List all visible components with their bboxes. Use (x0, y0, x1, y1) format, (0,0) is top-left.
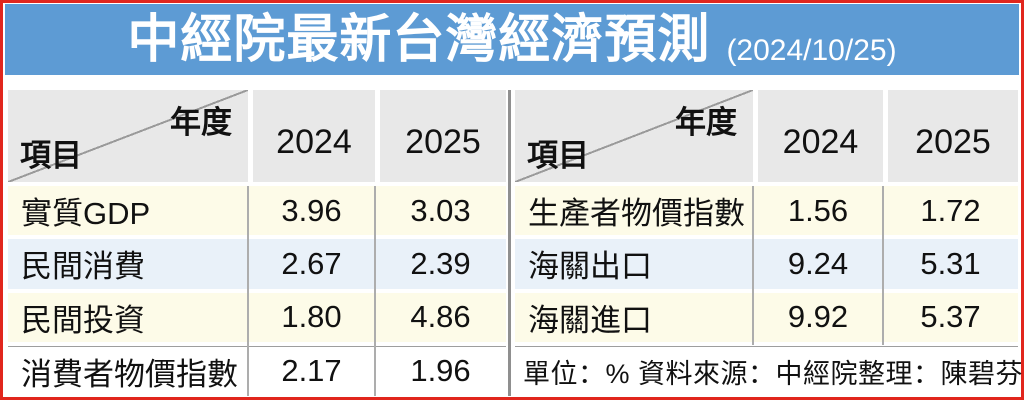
value-cell: 1.80 (281, 299, 342, 335)
year-axis-label: 年度 (170, 105, 232, 140)
diagonal-header-cell: 年度 項目 (8, 90, 248, 182)
value-cell: 9.24 (787, 245, 849, 281)
row-label: 實質GDP (21, 196, 151, 232)
column-grid-line (752, 186, 754, 345)
table-row: 消費者物價指數 2.17 1.96 (8, 345, 506, 396)
value-cell: 1.72 (920, 192, 981, 228)
value-cell: 2.17 (281, 353, 342, 389)
item-axis-label: 項目 (527, 138, 589, 173)
row-label: 生產者物價指數 (528, 196, 745, 232)
value-cell: 3.03 (410, 192, 471, 228)
year-axis-label: 年度 (675, 105, 737, 140)
value-cell: 2.39 (410, 245, 471, 281)
column-grid-line (882, 186, 884, 345)
row-label: 消費者物價指數 (21, 356, 238, 392)
row-label: 民間投資 (21, 302, 145, 338)
column-grid-line (374, 186, 376, 396)
forecast-table-right: 年度 項目 2024 2025 生產者物價指數 1.56 1.72 海關出口 9… (515, 90, 1023, 396)
row-label: 海關出口 (528, 249, 652, 285)
value-cell: 1.96 (410, 353, 471, 389)
page-title: 中經院最新台灣經濟預測 (127, 10, 711, 69)
forecast-table-left: 年度 項目 2024 2025 實質GDP 3.96 3.03 民間消費 2.6… (8, 90, 506, 396)
value-cell: 1.56 (787, 192, 849, 228)
column-grid-line (247, 186, 249, 396)
value-cell: 4.86 (410, 299, 471, 335)
source-note: 單位：% 資料來源：中經院整理：陳碧芬 (515, 345, 1023, 396)
table-row: 實質GDP 3.96 3.03 (8, 186, 506, 236)
column-header-2025: 2025 (375, 90, 506, 182)
table-header-right: 年度 項目 2024 2025 (515, 90, 1018, 182)
table-row: 海關進口 9.92 5.37 (515, 292, 1018, 342)
row-label: 海關進口 (528, 302, 652, 338)
value-cell: 2.67 (281, 245, 342, 281)
table-row: 生產者物價指數 1.56 1.72 (515, 186, 1018, 236)
value-cell: 5.37 (920, 299, 981, 335)
value-cell: 9.92 (787, 299, 849, 335)
table-row: 海關出口 9.24 5.31 (515, 239, 1018, 289)
table-row: 民間投資 1.80 4.86 (8, 292, 506, 342)
column-header-2024: 2024 (248, 90, 375, 182)
column-header-2024: 2024 (753, 90, 883, 182)
item-axis-label: 項目 (20, 138, 82, 173)
value-cell: 3.96 (281, 192, 342, 228)
column-header-2025: 2025 (883, 90, 1018, 182)
value-cell: 5.31 (920, 245, 981, 281)
table-divider (508, 90, 511, 396)
title-bar: 中經院最新台灣經濟預測 (2024/10/25) (5, 4, 1019, 75)
row-label: 民間消費 (21, 249, 145, 285)
table-header-left: 年度 項目 2024 2025 (8, 90, 506, 182)
table-row: 民間消費 2.67 2.39 (8, 239, 506, 289)
diagonal-header-cell: 年度 項目 (515, 90, 753, 182)
title-date: (2024/10/25) (726, 34, 897, 67)
